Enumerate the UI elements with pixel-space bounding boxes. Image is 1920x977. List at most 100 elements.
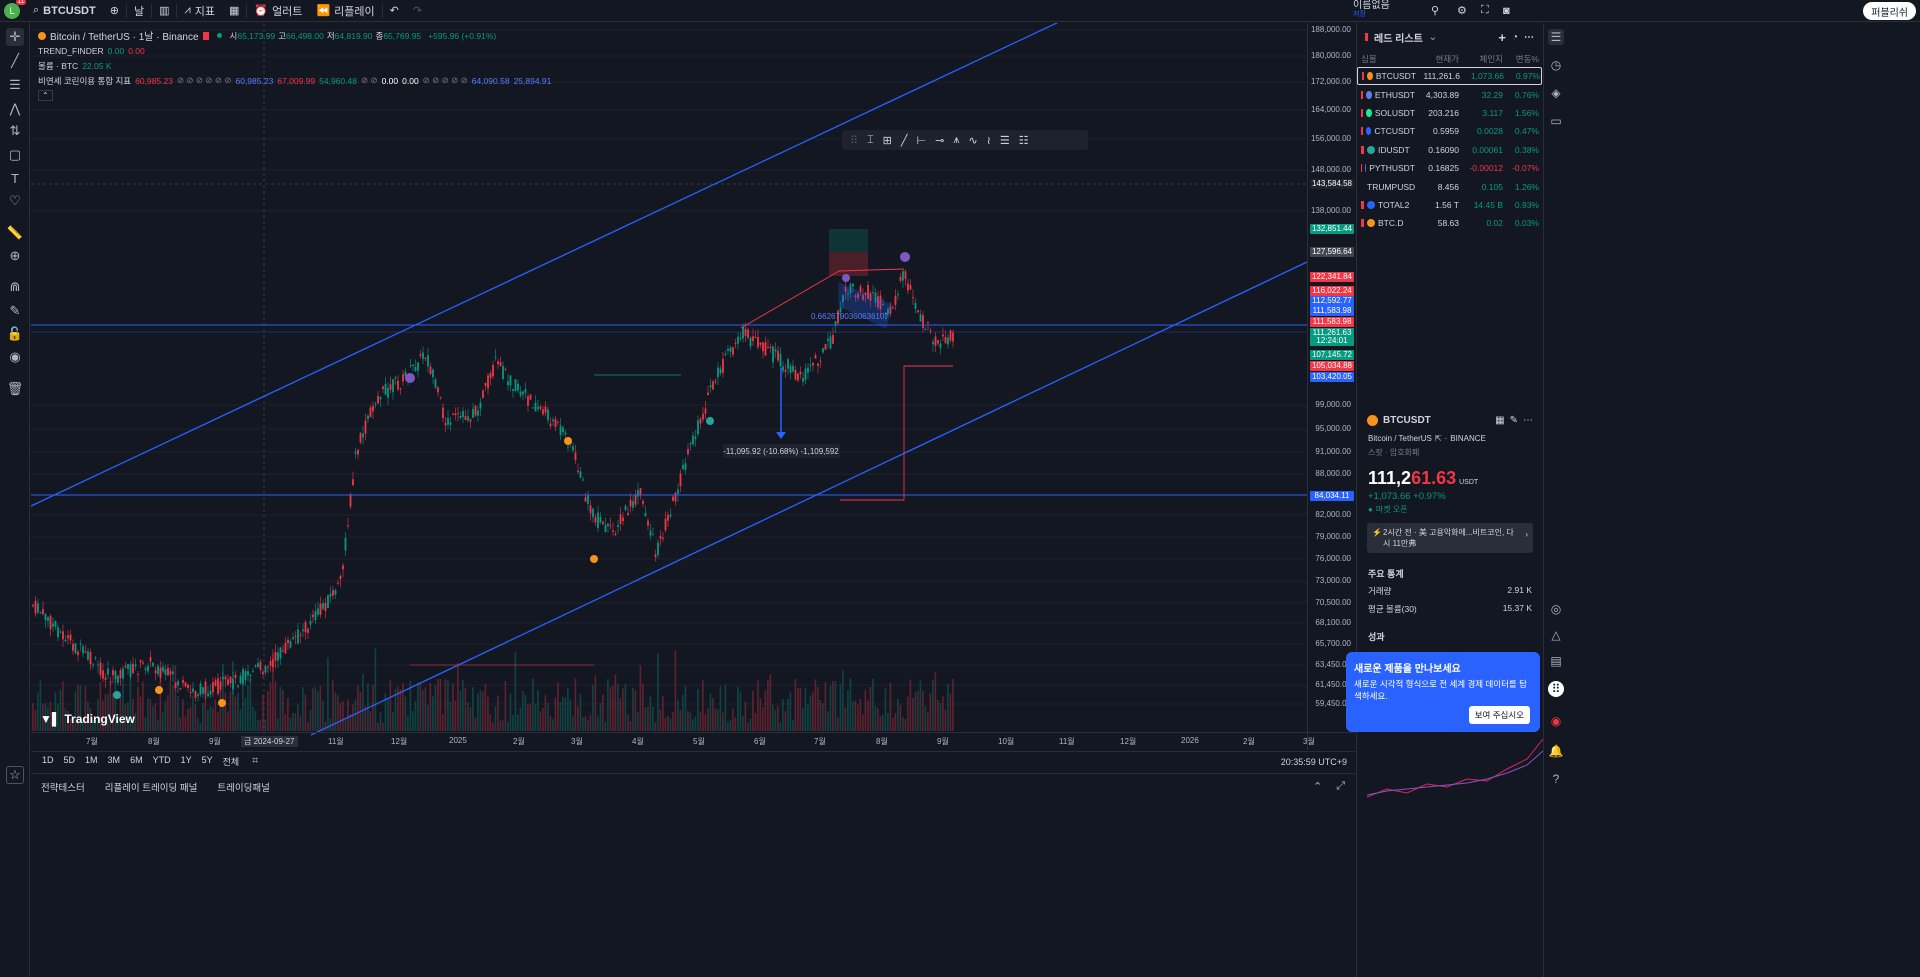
price-chart[interactable]: -11,095.92 (-10.68%) -1,109,592 0.662679…: [31, 23, 1355, 750]
more-icon[interactable]: ⋯: [1524, 31, 1534, 43]
position-box-profit[interactable]: [829, 229, 868, 252]
range-button[interactable]: 1D: [42, 755, 54, 765]
trend-finder-name[interactable]: TREND_FINDER: [38, 45, 104, 56]
fib-icon[interactable]: ☰: [9, 77, 21, 92]
range-icon[interactable]: ⊢: [916, 134, 927, 147]
publish-button[interactable]: 퍼블리쉬: [1863, 2, 1916, 20]
magnet-icon[interactable]: ⋒: [9, 279, 21, 294]
text-icon[interactable]: T: [11, 170, 19, 186]
screenshot-button[interactable]: ◙: [1496, 0, 1517, 22]
apps-icon[interactable]: ⠿: [1548, 681, 1564, 697]
redo-button[interactable]: ↷: [406, 0, 429, 22]
drag-handle-icon[interactable]: ⠿: [850, 134, 859, 147]
ruler-icon[interactable]: 📏: [6, 225, 24, 240]
list-icon[interactable]: ☰: [999, 134, 1010, 147]
volume-name[interactable]: 볼륨 · BTC: [38, 60, 79, 71]
watchlist-title[interactable]: 레드 리스트: [1374, 33, 1423, 45]
range-button[interactable]: 1Y: [180, 755, 192, 765]
chevron-down-icon[interactable]: ⌄: [1428, 31, 1438, 43]
external-link-icon[interactable]: ⇱: [1434, 434, 1442, 443]
collapse-panel-icon[interactable]: ⌃: [1312, 781, 1323, 793]
add-symbol-icon[interactable]: +: [1498, 29, 1506, 45]
watchlist-row[interactable]: BTC.D 58.63 0.02 0.03%: [1357, 214, 1542, 232]
detail-symbol[interactable]: BTCUSDT: [1383, 415, 1431, 426]
price-tag[interactable]: 116,022.24: [1310, 286, 1354, 296]
crosshair-icon[interactable]: ✛: [6, 28, 24, 46]
clock-label[interactable]: 20:35:59 UTC+9: [1280, 756, 1347, 767]
layout-name-button[interactable]: 이름없음 저장: [1353, 0, 1390, 18]
stream-icon[interactable]: ◉: [1550, 714, 1562, 728]
watchlist-row[interactable]: IDUSDT 0.16090 0.00061 0.38%: [1357, 141, 1542, 159]
chart-title[interactable]: Bitcoin / TetherUS · 1날 · Binance: [50, 32, 199, 43]
tab-replay-trading[interactable]: 리플레이 트레이딩 패널: [104, 782, 198, 794]
trash-icon[interactable]: 🗑: [6, 381, 24, 396]
price-tag[interactable]: 84,034.11: [1310, 491, 1354, 501]
help-icon[interactable]: ?: [1552, 772, 1560, 786]
user-avatar[interactable]: L 11: [4, 0, 26, 19]
templates-button[interactable]: ▦: [222, 0, 246, 22]
pattern-icon[interactable]: ⩚: [953, 133, 960, 146]
price-tag[interactable]: 112,592.77: [1310, 296, 1354, 306]
heart-icon[interactable]: ♡: [9, 193, 21, 208]
table-icon[interactable]: ⊞: [882, 134, 892, 147]
symbol-search-button[interactable]: ⌕ BTCUSDT: [33, 4, 96, 17]
watchlist-icon[interactable]: ☰: [1548, 29, 1564, 45]
watchlist-row[interactable]: TRUMPUSDT 8.456 0.105 1.26%: [1357, 177, 1542, 195]
trend-line-icon[interactable]: ╱: [11, 53, 19, 68]
custom-indicator-name[interactable]: 비연세 코린이용 통합 지표: [38, 75, 132, 86]
price-tag[interactable]: 103,420.05: [1310, 372, 1354, 382]
channel-lower-line[interactable]: [310, 261, 1308, 736]
more-icon[interactable]: ⋯: [1523, 415, 1533, 426]
tab-trading-panel[interactable]: 트레이딩패널: [217, 782, 270, 794]
undo-button[interactable]: ↶: [383, 0, 406, 22]
compare-button[interactable]: ⊕: [103, 0, 126, 22]
price-tag[interactable]: 122,341.84: [1310, 272, 1354, 282]
zoom-icon[interactable]: ⊕: [9, 248, 21, 263]
range-button[interactable]: 3M: [107, 755, 121, 765]
ray-icon[interactable]: ⊸: [935, 134, 945, 147]
layers-icon[interactable]: ◈: [1551, 86, 1561, 100]
price-tag[interactable]: 111,261.63: [1310, 328, 1354, 338]
watchlist-row[interactable]: TOTAL2 1.56 T 14.45 B 0.93%: [1357, 196, 1542, 214]
tab-strategy-tester[interactable]: 전략테스터: [41, 782, 85, 794]
time-axis[interactable]: 7월 8월 9월 금 2024-09-27 11월 12월 2025 2월 3월 4월 5월 6월 7월…: [31, 732, 1355, 749]
advanced-view-icon[interactable]: ◔: [1511, 31, 1518, 43]
price-tag[interactable]: 105,034.88: [1310, 361, 1354, 371]
toast-show-button[interactable]: 보여 주십시오: [1468, 706, 1530, 724]
prediction-icon[interactable]: ⇅: [9, 123, 21, 138]
alert-button[interactable]: ⏰ 얼러트: [254, 5, 303, 18]
detail-fullname[interactable]: Bitcoin / TetherUS: [1368, 434, 1432, 443]
watchlist-row[interactable]: BTCUSDT 111,261.6 1,073.66 0.97%: [1357, 67, 1542, 86]
price-tag[interactable]: 111,583.98: [1310, 306, 1354, 316]
red-box-outline[interactable]: [840, 365, 953, 501]
range-button[interactable]: 전체: [222, 757, 240, 767]
price-tag[interactable]: 111,583.98: [1310, 317, 1354, 327]
price-tag[interactable]: 127,596.64: [1310, 247, 1354, 257]
position-box-loss[interactable]: [829, 252, 868, 276]
range-button[interactable]: YTD: [152, 755, 171, 765]
star-icon[interactable]: ☆: [6, 766, 24, 784]
price-tag[interactable]: 143,584.58: [1310, 179, 1354, 189]
settings-list-icon[interactable]: ☷: [1018, 134, 1029, 147]
chat-icon[interactable]: ▭: [1550, 114, 1562, 128]
channel-upper-line[interactable]: [31, 23, 1061, 507]
calendar-icon[interactable]: ▤: [1550, 654, 1562, 668]
red-trend-line[interactable]: [740, 270, 840, 329]
collapse-legend-icon[interactable]: ⌃: [38, 90, 53, 101]
range-button[interactable]: 5Y: [201, 755, 213, 765]
shape-icon[interactable]: ▢: [8, 147, 22, 162]
calendar-icon[interactable]: ⌗: [252, 755, 259, 767]
quick-search-button[interactable]: ⚲: [1424, 0, 1446, 22]
replay-button[interactable]: ⏪ 리플레이: [316, 5, 375, 18]
price-tag[interactable]: 12:24:01: [1310, 336, 1354, 346]
price-tag[interactable]: 107,145.72: [1310, 350, 1354, 360]
settings-button[interactable]: ⚙: [1450, 0, 1474, 22]
text-cursor-icon[interactable]: ⌶: [867, 133, 874, 146]
wave-alt-icon[interactable]: ≀: [986, 134, 991, 147]
range-button[interactable]: 5D: [63, 755, 76, 765]
triangle-icon[interactable]: △: [1551, 628, 1561, 642]
edit-icon[interactable]: ✎: [1509, 415, 1518, 426]
grid-icon[interactable]: ▦: [1495, 415, 1505, 426]
pencil-lock-icon[interactable]: ✎: [9, 303, 21, 318]
range-button[interactable]: 6M: [130, 755, 143, 765]
